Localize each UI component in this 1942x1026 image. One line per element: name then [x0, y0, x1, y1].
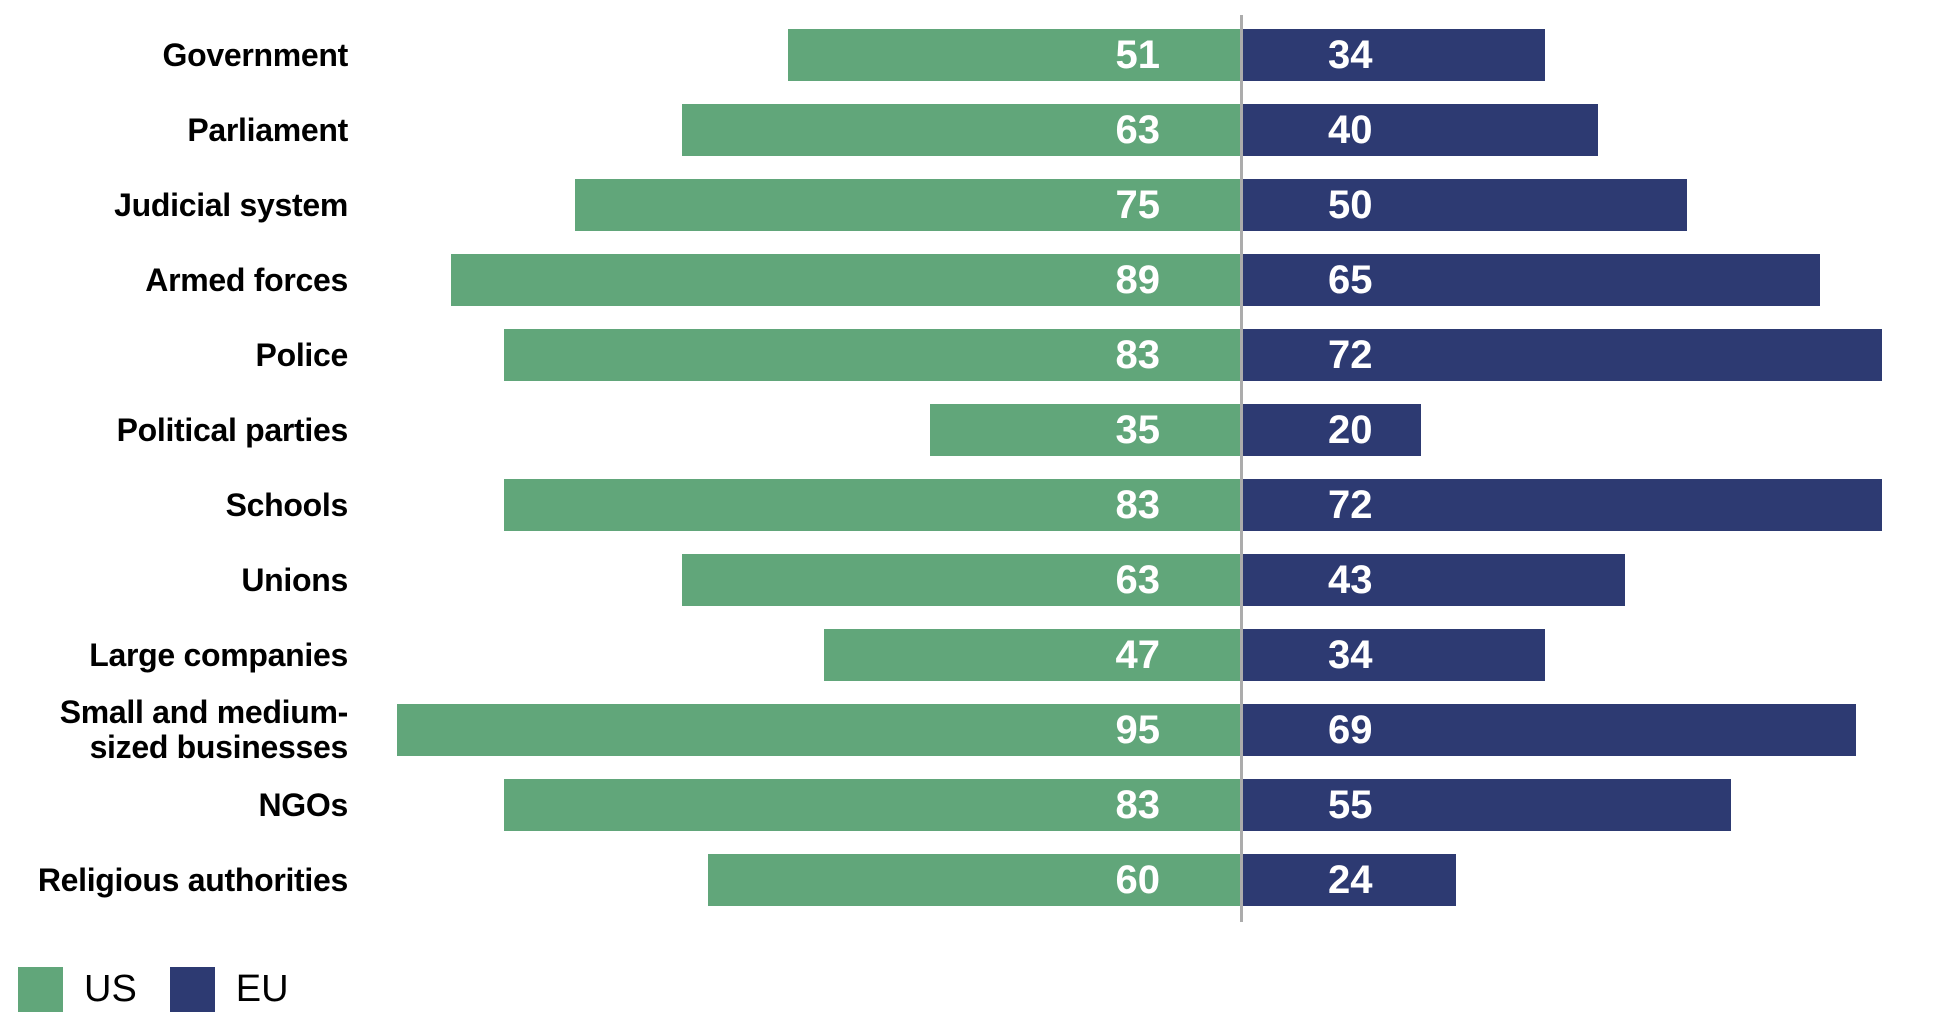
- us-bar: [708, 854, 1241, 906]
- chart-row: Schools 83 72: [0, 479, 1942, 531]
- eu-bar: [1243, 29, 1545, 81]
- us-value: 89: [1115, 257, 1161, 302]
- eu-bar: [1243, 404, 1421, 456]
- category-label: Small and medium- sized businesses: [59, 694, 349, 765]
- category-label: NGOs: [258, 786, 349, 823]
- us-bar: [788, 29, 1241, 81]
- category-label: Armed forces: [145, 261, 348, 298]
- chart-row: Political parties 35 20: [0, 404, 1942, 456]
- us-bar: [930, 404, 1241, 456]
- eu-value: 43: [1328, 557, 1373, 602]
- eu-bar: [1243, 254, 1821, 306]
- us-bar: [503, 779, 1241, 831]
- us-bar: [823, 629, 1241, 681]
- us-value: 60: [1115, 857, 1161, 902]
- eu-value: 40: [1328, 107, 1373, 152]
- us-bar: [503, 329, 1241, 381]
- eu-value: 34: [1328, 32, 1373, 77]
- us-value: 47: [1115, 632, 1161, 677]
- us-bar: [397, 704, 1241, 756]
- eu-bar: [1243, 554, 1625, 606]
- eu-bar: [1243, 179, 1687, 231]
- us-value: 95: [1115, 707, 1161, 752]
- eu-value: 50: [1328, 182, 1373, 227]
- category-label: Religious authorities: [37, 861, 348, 898]
- chart-row: Armed forces 89 65: [0, 254, 1942, 306]
- legend-swatch-us: [18, 967, 63, 1012]
- category-label: Large companies: [89, 636, 348, 673]
- legend-label-eu: EU: [235, 968, 289, 1010]
- us-bar: [681, 554, 1241, 606]
- category-label: Parliament: [187, 111, 348, 148]
- us-value: 63: [1115, 557, 1161, 602]
- eu-bar: [1243, 854, 1457, 906]
- us-bar: [503, 479, 1241, 531]
- chart-row: Unions 63 43: [0, 554, 1942, 606]
- us-value: 83: [1115, 482, 1161, 527]
- eu-bar: [1243, 479, 1883, 531]
- category-label: Political parties: [116, 411, 349, 448]
- us-value: 83: [1115, 782, 1161, 827]
- category-label: Police: [255, 336, 349, 373]
- us-value: 35: [1115, 407, 1161, 452]
- eu-bar: [1243, 779, 1732, 831]
- chart-row: NGOs 83 55: [0, 779, 1942, 831]
- eu-bar: [1243, 329, 1883, 381]
- us-value: 63: [1115, 107, 1161, 152]
- category-label: Schools: [225, 486, 349, 523]
- eu-value: 69: [1328, 707, 1373, 752]
- eu-value: 24: [1328, 857, 1373, 902]
- us-bar: [450, 254, 1241, 306]
- eu-value: 55: [1328, 782, 1373, 827]
- eu-value: 34: [1328, 632, 1373, 677]
- us-bar: [681, 104, 1241, 156]
- eu-value: 72: [1328, 482, 1373, 527]
- us-bar: [575, 179, 1241, 231]
- chart-row: Large companies 47 34: [0, 629, 1942, 681]
- category-label: Judicial system: [114, 186, 348, 223]
- us-value: 75: [1115, 182, 1161, 227]
- legend: US EU: [18, 967, 289, 1012]
- chart-row: Police 83 72: [0, 329, 1942, 381]
- eu-bar: [1243, 629, 1545, 681]
- eu-bar: [1243, 704, 1856, 756]
- us-value: 83: [1115, 332, 1161, 377]
- legend-label-us: US: [84, 968, 137, 1010]
- chart-row: Government 51 34: [0, 29, 1942, 81]
- chart-row: Small and medium- sized businesses 95 69: [0, 694, 1942, 765]
- center-axis-line: [1240, 15, 1243, 922]
- eu-value: 20: [1328, 407, 1373, 452]
- chart-row: Religious authorities 60 24: [0, 854, 1942, 906]
- eu-value: 65: [1328, 257, 1373, 302]
- chart-row: Judicial system 75 50: [0, 179, 1942, 231]
- eu-bar: [1243, 104, 1599, 156]
- category-label: Government: [162, 36, 349, 73]
- eu-value: 72: [1328, 332, 1373, 377]
- category-label: Unions: [241, 561, 348, 598]
- us-value: 51: [1115, 32, 1161, 77]
- legend-swatch-eu: [169, 967, 215, 1012]
- chart-row: Parliament 63 40: [0, 104, 1942, 156]
